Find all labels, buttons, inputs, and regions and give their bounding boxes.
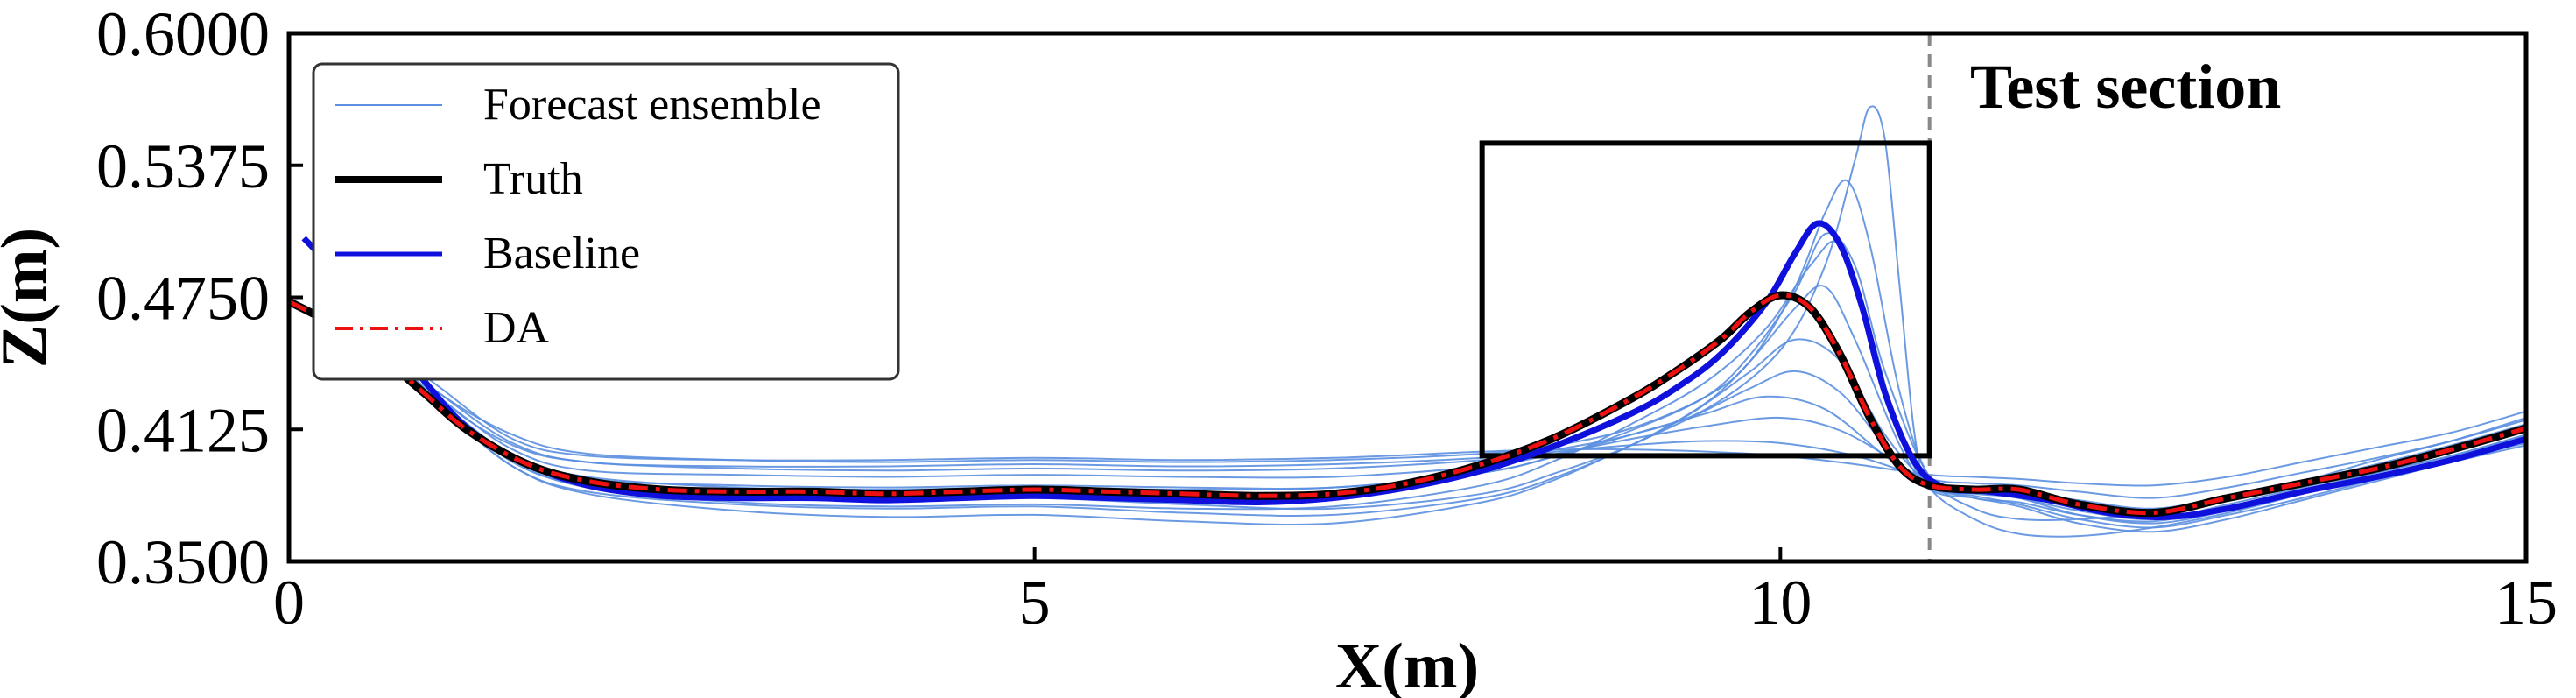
ensemble-member-line-1 [333,105,2526,538]
plot-area [289,33,2526,561]
x-tick-label: 5 [1019,568,1051,638]
legend-label-da: DA [483,303,550,353]
y-tick-label: 0.5375 [96,131,270,201]
ensemble-member-line-3 [333,232,2526,523]
legend-label-forecast: Forecast ensemble [483,80,821,130]
x-tick-label: 15 [2495,568,2558,638]
y-tick-label: 0.6000 [96,0,270,69]
ensemble-member-line-11 [333,307,2526,487]
legend-label-baseline: Baseline [483,229,640,278]
y-tick-label: 0.3500 [96,527,270,597]
x-axis-title: X(m) [1335,631,1479,698]
main-series-lines [289,220,2526,520]
y-axis-ticks: 0.3500 0.4125 0.4750 0.5375 0.6000 [96,0,303,597]
x-tick-label: 10 [1749,568,1812,638]
x-axis-ticks: 0 5 10 15 [273,547,2558,638]
legend-label-truth: Truth [483,154,583,204]
x-tick-label: 0 [273,568,305,638]
y-tick-label: 0.4750 [96,264,270,334]
y-tick-label: 0.4125 [96,395,270,465]
da-line [289,293,2526,516]
zoom-box [1479,140,1932,459]
legend: Forecast ensemble Truth Baseline DA [312,62,900,381]
y-axis-title: Z(m) [0,228,60,368]
legend-frame [312,62,900,381]
test-section-label: Test section [1970,52,2281,122]
